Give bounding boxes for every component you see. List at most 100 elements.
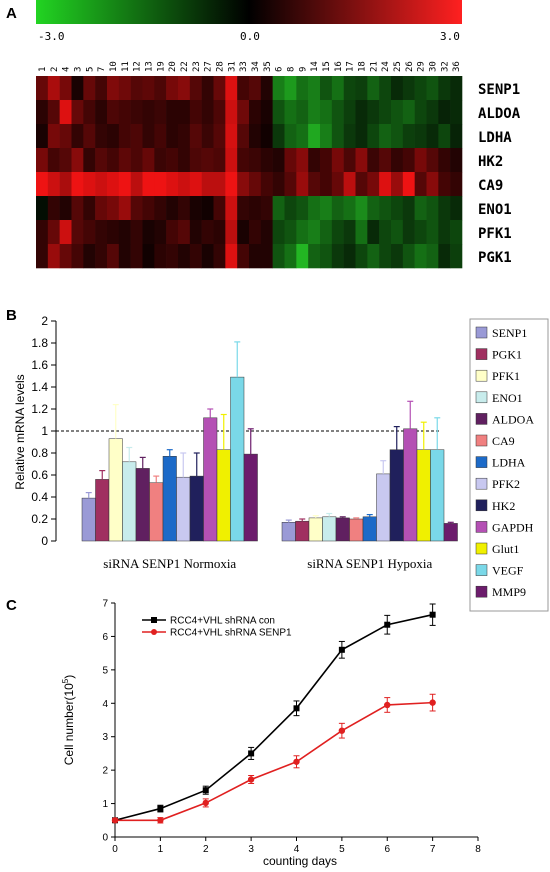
heatmap-cell [189,244,202,269]
heatmap-column-tick: 20 [168,61,178,72]
legend-marker [151,629,157,635]
heatmap-column-tick: 17 [346,61,356,72]
heatmap-cell [308,196,321,221]
legend-swatch [475,348,488,360]
heatmap-cell [225,100,238,125]
heatmap-cell [213,220,226,245]
heatmap-cell [71,100,84,125]
bar-chart-category-label: siRNA SENP1 Normoxia [103,556,236,571]
line-chart-x-tick-label: 4 [294,844,300,855]
heatmap-cell [379,148,392,173]
heatmap-cell [118,124,131,149]
heatmap-column-ticks: 1 2 4 3 5 7 10 11 12 13 19 20 22 23 27 28 31 33 34 35 6 8 9 14 1… [38,61,462,72]
heatmap-cell [249,172,262,197]
heatmap-cell [249,244,262,269]
heatmap-cell [414,124,427,149]
heatmap-cell [402,172,415,197]
color-scale-mid-label: 0.0 [240,30,260,43]
line-chart: 0 1 2 3 4 5 6 7 0 1 2 3 4 5 6 7 8 RCC4+VHL shRNA conRCC4+… [102,599,481,856]
heatmap-cell [379,196,392,221]
heatmap-cell [154,244,167,269]
heatmap-cell [213,124,226,149]
heatmap-cell [201,220,214,245]
heatmap-cell [331,244,344,269]
heatmap-cell [178,124,191,149]
heatmap-row-labels: SENP1 ALDOA LDHA HK2 CA9 ENO1 PFK1 PGK1 [478,82,521,266]
line-chart-y-tick-label: 2 [102,766,108,777]
heatmap-cell [355,76,368,101]
heatmap-cell [320,172,333,197]
heatmap-column-tick: 33 [239,61,249,72]
legend-label: VEGF [492,564,524,578]
legend-swatch [475,477,488,490]
bar [216,449,231,542]
heatmap-cell [95,220,108,245]
heatmap-cell [130,196,143,221]
heatmap-cell [284,148,297,173]
heatmap-column-tick: 28 [215,61,225,72]
heatmap-cell [308,100,321,125]
heatmap-cell [166,100,179,125]
line-chart-x-tick-label: 5 [339,844,345,855]
line-chart-x-tick-label: 3 [248,844,254,855]
heatmap-column-tick: 31 [227,61,237,72]
legend-label: MMP9 [492,585,526,599]
heatmap-cell [71,124,84,149]
heatmap-cell [320,100,333,125]
heatmap-cell [296,172,309,197]
line-chart-x-tick-label: 7 [430,844,436,855]
bar [443,523,458,542]
heatmap-cell [438,220,451,245]
heatmap-column-tick: 18 [357,61,367,72]
heatmap-cell [107,220,120,245]
heatmap-cell [367,244,380,269]
heatmap-cell [402,76,415,101]
heatmap-cell [107,124,120,149]
data-point [338,727,346,734]
heatmap-cell [225,148,238,173]
heatmap-cell [343,148,356,173]
heatmap-cell [130,244,143,269]
bar [362,516,377,542]
heatmap-cell [178,76,191,101]
bar-chart-y-tick-label: 2 [41,314,48,328]
heatmap-cell [379,244,392,269]
heatmap-cell [142,148,155,173]
heatmap-cell [213,244,226,269]
heatmap-cell [107,244,120,269]
heatmap-cell [272,76,285,101]
heatmap-cell [95,76,108,101]
heatmap-cell [260,172,273,197]
line-chart-x-tick-label: 0 [112,844,118,855]
heatmap-column-tick: 11 [121,61,131,72]
heatmap-cell [130,100,143,125]
heatmap-column-tick: 16 [334,61,344,72]
heatmap-cell [414,148,427,173]
heatmap-cell [343,76,356,101]
heatmap-cell [189,100,202,125]
heatmap-cell [178,148,191,173]
heatmap-row-label: HK2 [478,154,503,170]
heatmap-column-tick: 6 [275,67,285,72]
heatmap-cell [47,244,60,269]
heatmap-cell [59,124,72,149]
heatmap-cell [225,76,238,101]
heatmap-cell [379,124,392,149]
legend-swatch [475,391,488,404]
heatmap-cell [284,100,297,125]
heatmap-cell [331,124,344,149]
heatmap-cell [178,220,191,245]
heatmap-cell [343,172,356,197]
legend-label: RCC4+VHL shRNA con [170,616,275,627]
heatmap-column-tick: 5 [85,67,95,72]
heatmap-cell [414,220,427,245]
heatmap-cell [47,100,60,125]
heatmap-column-tick: 15 [322,61,332,72]
heatmap-cell [450,220,463,245]
bar [176,476,191,542]
bar-chart-y-tick-label: 1 [41,424,48,438]
legend-label: LDHA [492,456,526,470]
heatmap-cell [166,124,179,149]
heatmap-column-tick: 25 [393,61,403,72]
